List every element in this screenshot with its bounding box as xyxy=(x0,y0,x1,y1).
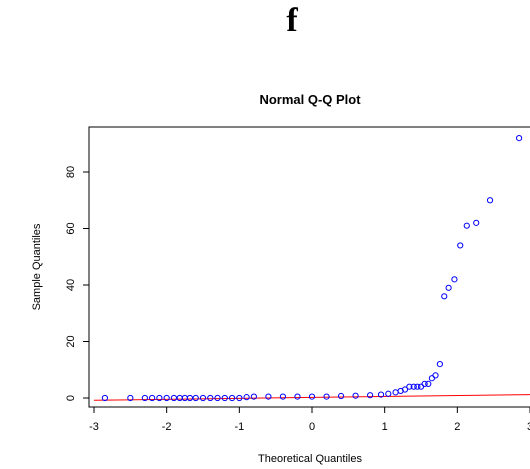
data-point xyxy=(323,393,330,400)
y-tick-label: 40 xyxy=(65,279,77,291)
reference-line-group xyxy=(93,394,530,401)
data-point xyxy=(294,393,301,400)
data-point xyxy=(421,380,428,387)
y-tick-label: 80 xyxy=(65,166,77,178)
x-tick-label: 1 xyxy=(382,421,388,433)
data-point xyxy=(199,394,207,402)
y-tick-label: 0 xyxy=(65,395,77,401)
y-tick-label: 60 xyxy=(65,222,77,234)
data-point xyxy=(451,276,458,283)
data-point xyxy=(149,394,156,402)
data-point xyxy=(457,242,464,249)
plot-frame xyxy=(88,126,530,408)
data-point xyxy=(141,394,148,402)
data-point xyxy=(486,197,494,204)
data-point xyxy=(181,394,188,402)
data-point xyxy=(352,392,359,399)
data-point xyxy=(228,394,236,402)
y-axis-label: Sample Quantiles xyxy=(31,223,43,310)
x-tick-label: -2 xyxy=(162,421,172,433)
data-point xyxy=(401,386,409,393)
data-point xyxy=(127,394,134,402)
data-point xyxy=(192,394,199,402)
x-tick-label: 2 xyxy=(454,421,460,433)
data-point xyxy=(101,394,109,402)
y-axis: 0 20 40 60 80 xyxy=(65,166,89,401)
data-point xyxy=(176,394,183,402)
data-point xyxy=(516,135,523,142)
panel-letter: f xyxy=(286,2,298,39)
x-tick-label: -1 xyxy=(234,421,244,433)
data-point xyxy=(417,383,425,390)
data-point xyxy=(463,222,470,229)
data-point xyxy=(214,394,221,402)
data-point xyxy=(392,389,399,396)
data-point xyxy=(414,383,421,390)
data-point xyxy=(473,219,480,226)
data-point xyxy=(377,391,385,398)
points-group xyxy=(101,135,523,402)
x-tick-label: 0 xyxy=(309,421,315,433)
x-tick-label: -3 xyxy=(89,421,99,433)
data-point xyxy=(425,380,432,387)
data-point xyxy=(428,375,435,382)
data-point xyxy=(337,392,345,400)
reference-line xyxy=(93,394,530,401)
data-point xyxy=(441,293,448,300)
data-point xyxy=(163,394,170,402)
data-point xyxy=(221,394,228,402)
data-point xyxy=(207,394,214,402)
data-point xyxy=(265,393,272,400)
data-point xyxy=(243,394,250,401)
data-point xyxy=(279,393,287,400)
data-point xyxy=(445,284,452,291)
data-point xyxy=(385,390,392,397)
data-point xyxy=(236,394,243,402)
data-point xyxy=(367,392,374,399)
data-point xyxy=(432,372,439,379)
data-point xyxy=(156,394,163,402)
data-point xyxy=(410,383,417,390)
x-axis: -3 -2 -1 0 1 2 3 xyxy=(89,407,530,433)
data-point xyxy=(308,393,316,400)
data-point xyxy=(170,394,178,402)
y-tick-label: 20 xyxy=(65,335,77,347)
x-tick-label: 3 xyxy=(527,421,530,433)
data-point xyxy=(250,393,257,400)
chart-title: Normal Q-Q Plot xyxy=(259,92,361,107)
x-axis-label: Theoretical Quantiles xyxy=(258,453,362,465)
data-point xyxy=(186,394,194,402)
data-point xyxy=(436,361,443,368)
data-point xyxy=(406,383,413,390)
